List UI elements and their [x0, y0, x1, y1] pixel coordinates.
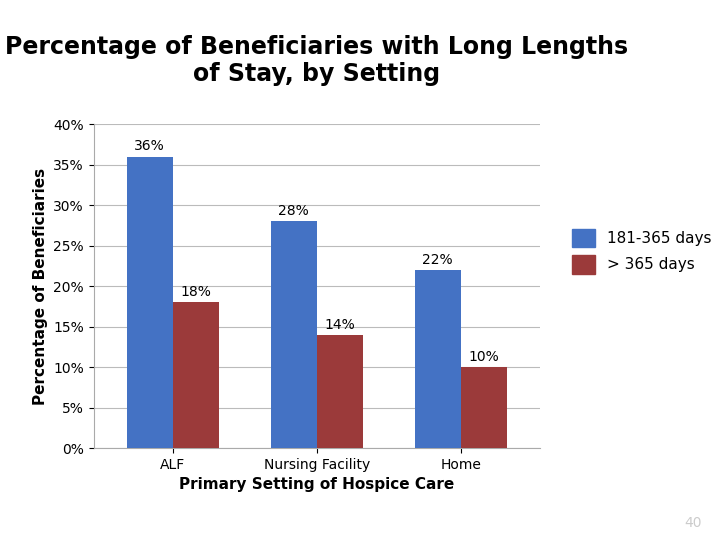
Text: 18%: 18% [181, 285, 211, 299]
Bar [271, 221, 317, 448]
Y-axis label: Percentage of Beneficiaries: Percentage of Beneficiaries [32, 167, 48, 405]
Legend: 181-365 days, > 365 days: 181-365 days, > 365 days [565, 222, 717, 280]
Bar [415, 270, 461, 448]
Text: 22%: 22% [423, 253, 453, 267]
Bar [127, 157, 173, 448]
Text: Percentage of Beneficiaries with Long Lengths
of Stay, by Setting: Percentage of Beneficiaries with Long Le… [5, 35, 629, 86]
Text: 10%: 10% [469, 350, 499, 364]
Text: 14%: 14% [325, 318, 355, 332]
Bar [317, 335, 363, 448]
Text: 36%: 36% [135, 139, 165, 153]
Text: 40: 40 [685, 516, 702, 530]
Bar [173, 302, 219, 448]
Text: 28%: 28% [279, 204, 309, 218]
Bar [461, 367, 507, 448]
X-axis label: Primary Setting of Hospice Care: Primary Setting of Hospice Care [179, 477, 454, 492]
